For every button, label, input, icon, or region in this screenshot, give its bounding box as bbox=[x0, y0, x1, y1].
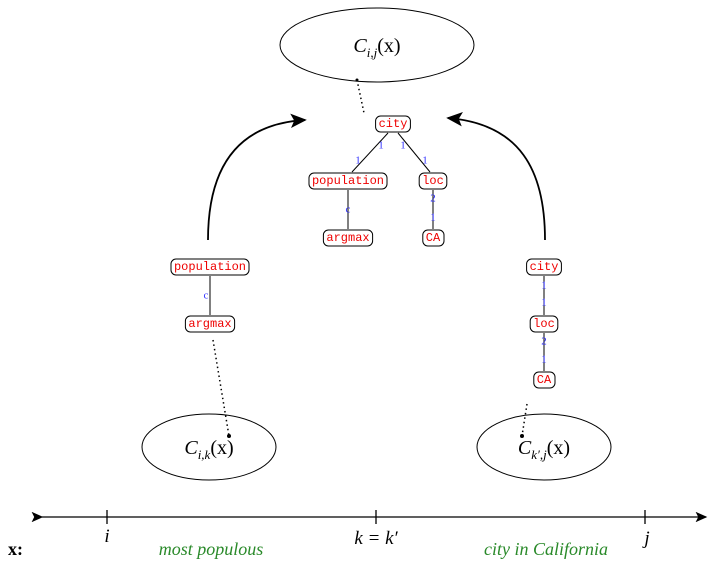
edge-label: 1 bbox=[400, 140, 406, 152]
tick-label: k = k′ bbox=[354, 528, 398, 549]
phrase: city in California bbox=[484, 539, 608, 559]
tick-label: i bbox=[104, 526, 109, 547]
edge-label: c bbox=[204, 290, 209, 302]
ellipse bbox=[279, 7, 475, 83]
ellipse-label: Ci,j(x) bbox=[353, 35, 400, 60]
edge-label: 1 bbox=[430, 212, 436, 224]
node: argmax bbox=[188, 317, 231, 331]
node: loc bbox=[422, 174, 444, 188]
tick-label: j bbox=[641, 528, 649, 549]
node-box bbox=[322, 229, 374, 247]
edge-label: 1 bbox=[422, 155, 428, 167]
node: population bbox=[312, 174, 384, 188]
node-box bbox=[184, 315, 236, 333]
edge-label: 1 bbox=[541, 280, 547, 292]
edge-label: 1 bbox=[355, 155, 361, 167]
arrow bbox=[207, 113, 307, 241]
node: CA bbox=[426, 231, 441, 245]
tree-nodes: city population argmax loc CA population… bbox=[170, 115, 562, 389]
node-box bbox=[526, 258, 562, 276]
edge-label: 1 bbox=[541, 297, 547, 309]
edge-labels: 1 1 c 1 1 2 1 c 1 1 2 1 bbox=[204, 140, 547, 366]
node: city bbox=[379, 117, 408, 131]
dotted-links bbox=[212, 79, 528, 437]
node-box bbox=[308, 172, 388, 190]
edge-label: c bbox=[346, 204, 351, 216]
node: argmax bbox=[326, 231, 369, 245]
ellipse-label: Ci,k(x) bbox=[184, 437, 233, 462]
node: CA bbox=[537, 373, 552, 387]
dot bbox=[355, 78, 359, 82]
node-box bbox=[533, 371, 556, 389]
axis-ticks bbox=[106, 510, 646, 524]
node-box bbox=[418, 172, 448, 190]
dot bbox=[227, 434, 231, 438]
phrase: most populous bbox=[159, 539, 264, 559]
edge-label: 2 bbox=[430, 193, 436, 205]
dot bbox=[520, 434, 524, 438]
node: city bbox=[530, 260, 559, 274]
node-box bbox=[422, 229, 445, 247]
edge-label: 2 bbox=[541, 336, 547, 348]
node: population bbox=[174, 260, 246, 274]
edge-label: 1 bbox=[378, 140, 384, 152]
node: loc bbox=[533, 317, 555, 331]
ellipse-label: Ck′,j(x) bbox=[518, 437, 570, 462]
arrow bbox=[446, 112, 546, 241]
ellipse bbox=[141, 413, 277, 481]
edge-label: 1 bbox=[541, 354, 547, 366]
axis-label: x: bbox=[8, 539, 23, 559]
node-box bbox=[529, 315, 559, 333]
tree-edges bbox=[209, 132, 545, 371]
ellipse bbox=[476, 413, 612, 481]
node-box bbox=[375, 115, 411, 133]
node-box bbox=[170, 258, 250, 276]
